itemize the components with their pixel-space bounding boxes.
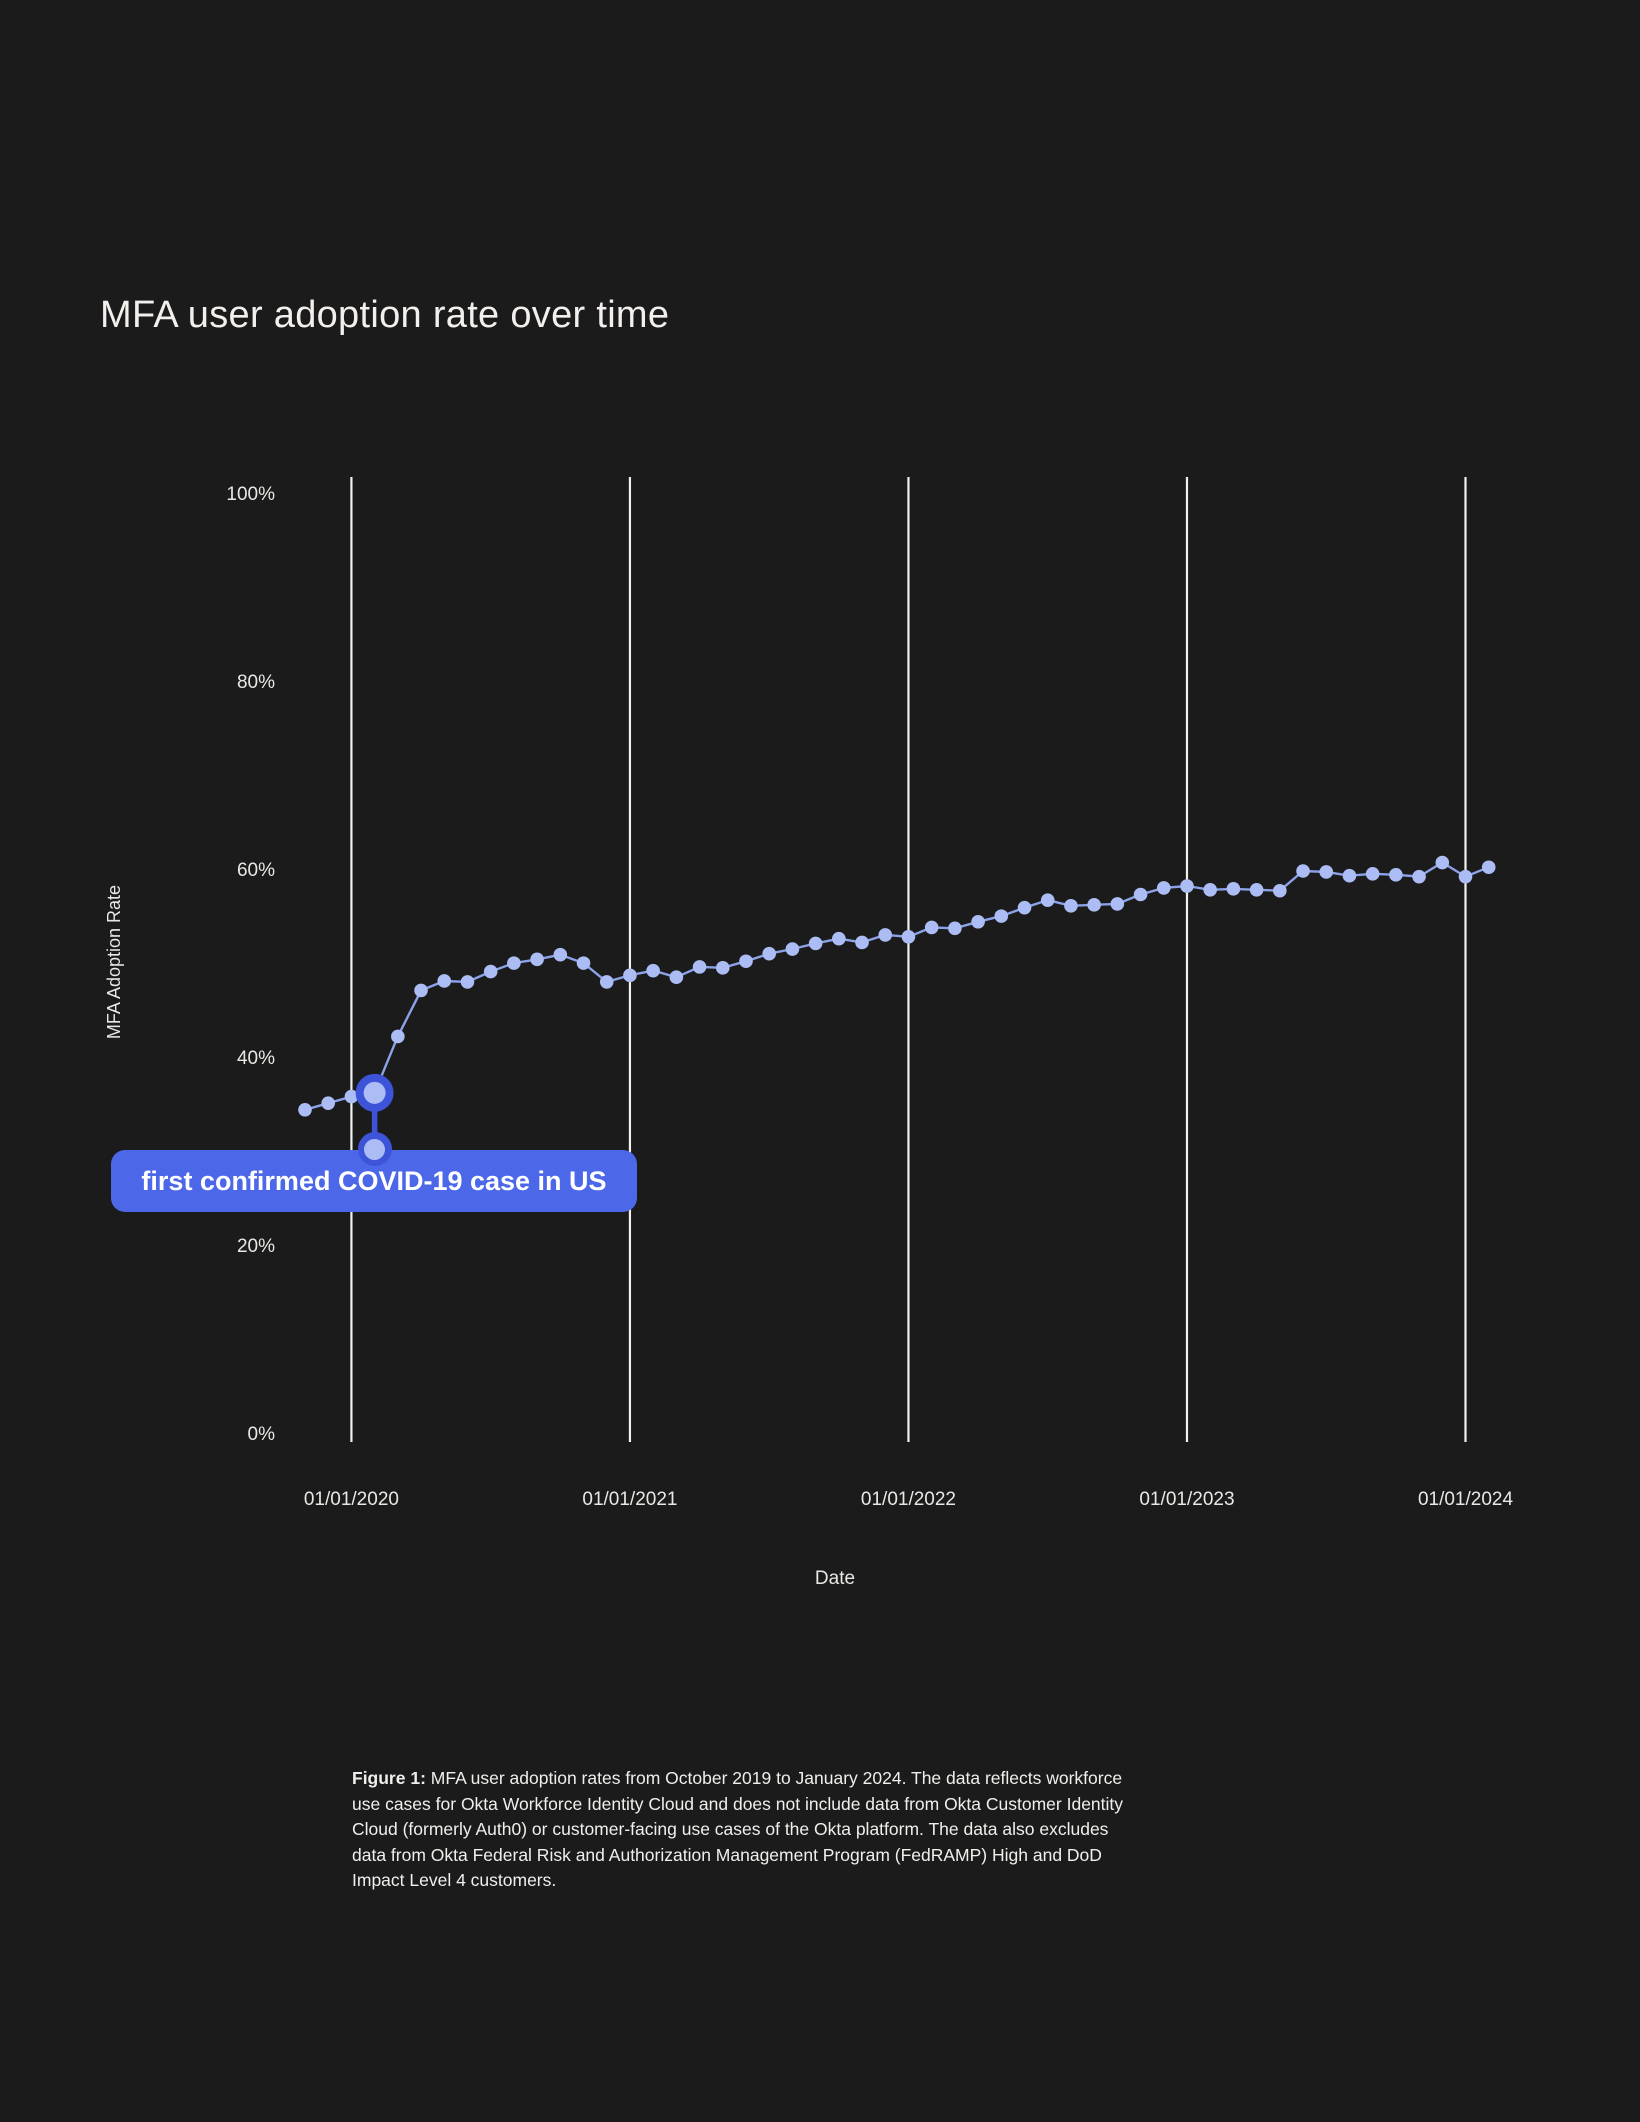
figure-caption: Figure 1: MFA user adoption rates from O… (352, 1766, 1332, 1894)
data-point (1064, 898, 1078, 913)
data-point (414, 983, 428, 998)
data-point (808, 936, 823, 951)
annotation-anchor-dot (357, 1132, 392, 1166)
data-point (1156, 881, 1171, 895)
data-point (1203, 883, 1217, 897)
data-point (1319, 865, 1334, 879)
caption-line: Cloud (formerly Auth0) or customer-facin… (352, 1819, 1109, 1839)
data-point (1180, 879, 1194, 893)
data-point (1389, 867, 1403, 882)
data-point (599, 975, 614, 989)
data-point (1365, 867, 1380, 881)
data-point (1435, 855, 1450, 870)
data-point (1273, 883, 1287, 898)
data-point (1110, 897, 1125, 911)
data-point (994, 909, 1009, 923)
y-tick-label: 80% (236, 672, 275, 693)
y-tick-label: 60% (236, 860, 275, 881)
y-tick-label: 100% (226, 484, 275, 505)
caption-line: data from Okta Federal Risk and Authoriz… (352, 1844, 1102, 1865)
x-axis-title: Date (814, 1568, 856, 1589)
data-point (553, 947, 568, 962)
data-point (855, 935, 869, 950)
data-point (1342, 868, 1357, 883)
x-tick-label: 01/01/2020 (303, 1489, 399, 1510)
data-point (1249, 883, 1264, 897)
x-tick-label: 01/01/2023 (1139, 1489, 1235, 1510)
data-point (623, 968, 637, 983)
data-point (878, 928, 893, 942)
data-point (971, 914, 985, 929)
data-point (576, 956, 591, 970)
figure-label: Figure 1: (352, 1768, 426, 1788)
data-point (483, 964, 498, 979)
data-point (948, 921, 962, 936)
data-point (1133, 887, 1148, 902)
data-point (437, 974, 452, 988)
data-point (1017, 900, 1032, 915)
caption-line: use cases for Okta Workforce Identity Cl… (352, 1793, 1124, 1814)
caption-line: Impact Level 4 customers. (352, 1870, 557, 1890)
y-tick-label: 40% (236, 1048, 275, 1069)
data-point (298, 1102, 312, 1117)
data-point (1481, 860, 1496, 875)
data-point (715, 961, 730, 975)
chart-title: MFA user adoption rate over time (100, 294, 670, 336)
annotation-anchor-dot-core (364, 1138, 386, 1160)
highlight-point-core (363, 1081, 386, 1104)
data-point (762, 946, 776, 961)
data-point (1040, 893, 1055, 907)
data-point (692, 960, 707, 974)
x-tick-label: 01/01/2021 (582, 1489, 678, 1510)
y-tick-label: 0% (247, 1424, 275, 1445)
data-point (507, 956, 521, 970)
data-point (460, 975, 475, 989)
data-point (669, 970, 684, 985)
data-point (924, 920, 939, 935)
x-tick-label: 01/01/2024 (1417, 1489, 1514, 1510)
caption-line: Figure 1: MFA user adoption rates from O… (352, 1768, 1123, 1788)
data-point (1458, 869, 1473, 884)
data-point (321, 1096, 336, 1110)
data-point (391, 1029, 405, 1044)
data-point (1296, 864, 1310, 878)
y-axis-title: MFA Adoption Rate (104, 884, 124, 1040)
data-point (832, 931, 846, 946)
data-point (1087, 898, 1101, 912)
data-point (646, 963, 660, 978)
x-tick-label: 01/01/2022 (860, 1489, 956, 1510)
data-point (1226, 882, 1241, 896)
data-point (739, 954, 753, 969)
data-point (530, 952, 544, 967)
data-point (901, 930, 916, 944)
data-point (1412, 869, 1426, 884)
data-point (785, 942, 800, 956)
y-tick-label: 20% (236, 1236, 275, 1257)
adoption-rate-line (304, 861, 1490, 1111)
data-point (344, 1089, 359, 1104)
